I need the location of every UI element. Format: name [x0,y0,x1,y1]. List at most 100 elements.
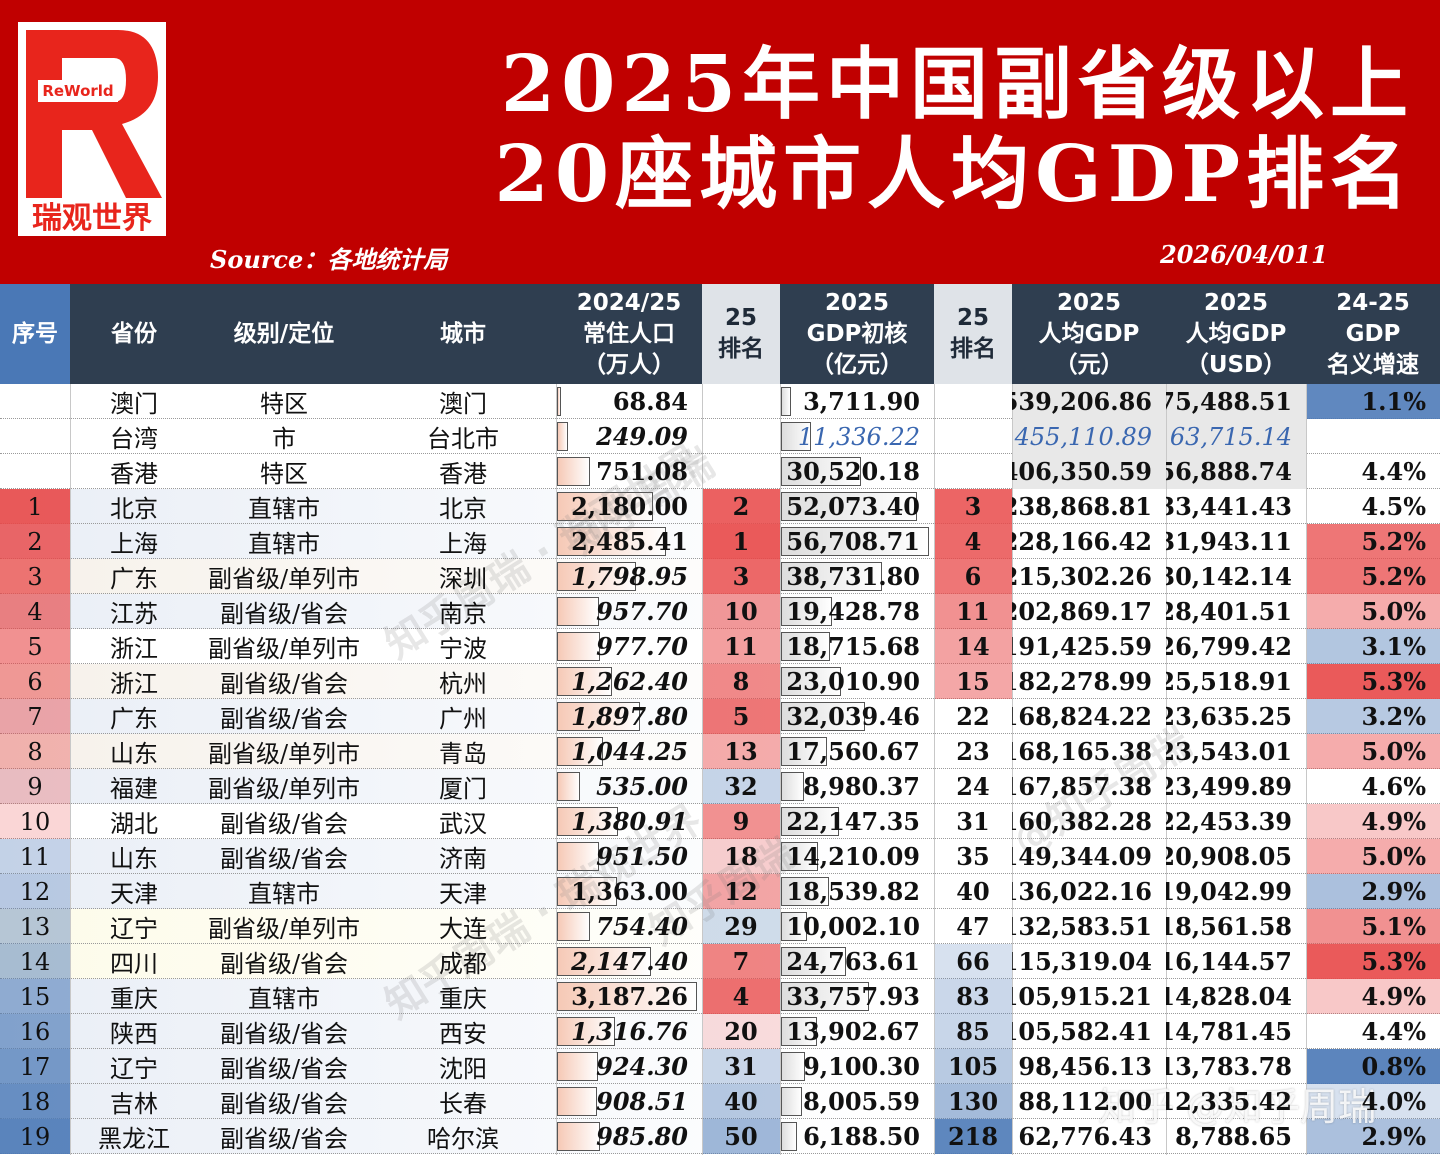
cell-pc-usd: 30,142.14 [1166,559,1306,594]
cell-text: 13,902.67 [786,1017,920,1046]
cell-pc-cny: 62,776.43 [1012,1119,1166,1154]
cell-text: 沈阳 [439,1055,487,1083]
svg-text:ReWorld: ReWorld [42,82,113,100]
table-row: 14 四川 副省级/省会 成都 2,147.40 7 24,763.61 66 115,319.… [0,944,1440,979]
cell-text: 11,336.22 [797,422,920,451]
cell-rank-gdp: 9 [702,804,780,839]
cell-gdp: 18,715.68 [780,629,934,664]
cell-text: 杭州 [439,670,487,698]
cell-text: 105 [947,1052,999,1081]
cell-text: 厦门 [439,775,487,803]
population-bar [557,912,590,941]
title-banner: ReWorld 瑞观世界 2025年中国副省级以上 20座城市人均GDP排名 S… [0,0,1440,284]
cell-text: 6,188.50 [803,1122,920,1151]
cell-text: 50 [724,1122,758,1151]
cell-level: 直辖市 [198,874,370,909]
cell-text: 8 [27,737,43,766]
cell-text: 18 [724,842,758,871]
cell-gdp: 32,039.46 [780,699,934,734]
cell-level: 副省级/省会 [198,699,370,734]
cell-text: 2,180.00 [571,492,688,521]
cell-city: 深圳 [370,559,556,594]
population-bar [557,982,697,1011]
cell-pc-usd: 14,781.45 [1166,1014,1306,1049]
cell-province: 陕西 [70,1014,198,1049]
cell-gdp: 56,708.71 [780,524,934,559]
cell-province: 山东 [70,734,198,769]
cell-level: 副省级/单列市 [198,769,370,804]
cell-text: 17,560.67 [786,737,920,766]
cell-growth: 5.0% [1306,594,1440,629]
cell-pop: 1,363.00 [556,874,702,909]
cell-gdp: 10,002.10 [780,909,934,944]
cell-rank-pc: 218 [934,1119,1012,1154]
cell-city: 长春 [370,1084,556,1119]
cell-rank-gdp: 2 [702,489,780,524]
table-row: 2 上海 直辖市 上海 2,485.41 1 56,708.71 4 228,166.42 31,… [0,524,1440,559]
cell-text: 山东 [110,845,158,873]
table-row: 3 广东 副省级/单列市 深圳 1,798.95 3 38,731.80 6 215,302.2… [0,559,1440,594]
cell-text: 26,799.42 [1166,632,1292,661]
cell-text: 38,731.80 [786,562,920,591]
cell-gdp: 17,560.67 [780,734,934,769]
cell-text: 66 [956,947,990,976]
cell-pc-cny: 105,582.41 [1012,1014,1166,1049]
cell-text: 5.0% [1361,597,1426,626]
cell-text: 直辖市 [248,985,320,1013]
cell-text: 副省级/单列市 [207,635,361,663]
cell-text: 特区 [260,460,308,488]
cell-text: 广州 [439,705,487,733]
cell-rank-gdp: 10 [702,594,780,629]
gdp-bar [781,842,818,871]
cell-text: 23,543.01 [1166,737,1292,766]
gdp-bar [781,772,804,801]
cell-level: 副省级/省会 [198,944,370,979]
cell-text: 辽宁 [110,915,158,943]
cell-text: 10 [19,807,51,836]
cell-pc-usd: 20,908.05 [1166,839,1306,874]
cell-text: 副省级/省会 [219,1125,349,1153]
header-level: 级别/定位 [233,320,335,347]
cell-city: 厦门 [370,769,556,804]
table-row: 17 辽宁 副省级/省会 沈阳 924.30 31 9,100.30 105 98,456.13… [0,1049,1440,1084]
cell-rank-pc: 14 [934,629,1012,664]
cell-seq: 7 [0,699,70,734]
cell-province: 北京 [70,489,198,524]
cell-seq: 19 [0,1119,70,1154]
cell-seq: 12 [0,874,70,909]
population-bar [557,457,590,486]
cell-seq: 15 [0,979,70,1014]
watermark-bottom: 知乎 @知乎周瑞 [1098,1085,1377,1129]
header-gdp: 2025 GDP初核 （亿元） [806,289,908,378]
gdp-bar [781,527,929,556]
cell-text: 924.30 [596,1052,688,1081]
gdp-bar [781,1017,817,1046]
gdp-bar [781,492,917,521]
cell-pop: 985.80 [556,1119,702,1154]
cell-text: 754.40 [596,912,688,941]
cell-pc-cny: 105,915.21 [1012,979,1166,1014]
cell-text: 16,144.57 [1166,947,1292,976]
cell-text: 5.0% [1361,737,1426,766]
population-bar [557,527,666,556]
cell-text: 11 [19,842,51,871]
cell-city: 南京 [370,594,556,629]
cell-pc-usd: 63,715.14 [1166,419,1306,454]
cell-city: 青岛 [370,734,556,769]
cell-text: 56,888.74 [1166,457,1292,486]
cell-text: 105,582.41 [1012,1017,1152,1046]
cell-text: 四川 [110,950,158,978]
cell-growth: 5.2% [1306,524,1440,559]
cell-text: 977.70 [596,632,688,661]
cell-seq [0,384,70,419]
cell-text: 2.9% [1361,877,1426,906]
cell-text: 136,022.16 [1012,877,1152,906]
cell-gdp: 33,757.93 [780,979,934,1014]
cell-text: 35 [956,842,990,871]
cell-text: 7 [27,702,43,731]
population-bar [557,632,600,661]
population-bar [557,702,640,731]
cell-pc-cny: 168,824.22 [1012,699,1166,734]
cell-text: 18,561.58 [1166,912,1292,941]
cell-text: 2.9% [1361,1122,1426,1151]
